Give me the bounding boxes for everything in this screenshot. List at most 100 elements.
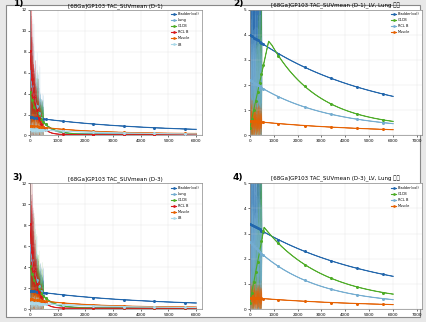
- GLCB: [391, 119, 396, 123]
- Line: Bladder(vol): Bladder(vol): [249, 223, 394, 277]
- Bladder(vol): [33, 116, 38, 120]
- LB: [44, 302, 49, 306]
- GLCB: [34, 109, 39, 113]
- Muscle: [193, 132, 199, 136]
- Line: Muscle: Muscle: [29, 125, 197, 134]
- RCL B: [44, 128, 49, 132]
- GLCB: [263, 227, 268, 231]
- Line: Lung: Lung: [29, 70, 197, 135]
- Title: [68Ga]GP103 TAC_SUVmean (D-3): [68Ga]GP103 TAC_SUVmean (D-3): [69, 176, 163, 182]
- RCL B: [374, 120, 379, 124]
- RCL B: [163, 133, 168, 137]
- GLCB: [252, 277, 257, 280]
- Muscle: [260, 297, 265, 300]
- RCL B: [374, 296, 379, 300]
- Line: GLCB: GLCB: [249, 226, 394, 304]
- Bladder(vol): [247, 33, 252, 37]
- Muscle: [163, 131, 168, 135]
- GLCB: [377, 290, 383, 294]
- GLCB: [44, 297, 49, 301]
- RCL B: [252, 245, 257, 249]
- GLCB: [377, 118, 383, 121]
- GLCB: [34, 283, 39, 287]
- GLCB: [163, 306, 168, 310]
- Bladder(vol): [42, 117, 47, 121]
- Bladder(vol): [262, 230, 267, 234]
- RCL B: [364, 295, 369, 298]
- Line: GLCB: GLCB: [29, 92, 197, 135]
- RCL B: [42, 300, 47, 304]
- RCL B: [364, 119, 369, 123]
- Muscle: [374, 127, 379, 131]
- RCL B: [34, 107, 39, 110]
- LB: [163, 305, 168, 309]
- LB: [193, 306, 199, 309]
- Lung: [33, 273, 38, 277]
- Line: RCL B: RCL B: [29, 223, 197, 309]
- GLCB: [42, 121, 47, 125]
- Muscle: [33, 124, 38, 128]
- Bladder(vol): [262, 43, 267, 47]
- Lung: [42, 121, 47, 125]
- Bladder(vol): [44, 291, 49, 295]
- Bladder(vol): [364, 88, 369, 92]
- GLCB: [260, 69, 265, 73]
- Line: Muscle: Muscle: [249, 297, 394, 305]
- Bladder(vol): [34, 290, 39, 294]
- Legend: Bladder(vol), Lung, GLCB, RCL B, Muscle, LB: Bladder(vol), Lung, GLCB, RCL B, Muscle,…: [170, 11, 200, 47]
- LB: [175, 132, 180, 136]
- Line: RCL B: RCL B: [249, 79, 394, 125]
- RCL B: [262, 254, 267, 258]
- Line: Muscle: Muscle: [249, 120, 394, 130]
- Bladder(vol): [44, 118, 49, 121]
- LB: [34, 128, 39, 132]
- Lung: [175, 306, 180, 309]
- RCL B: [253, 82, 258, 86]
- GLCB: [175, 306, 180, 310]
- RCL B: [163, 306, 168, 310]
- GLCB: [163, 132, 168, 136]
- Lung: [44, 297, 49, 301]
- Muscle: [27, 297, 32, 301]
- GLCB: [253, 271, 258, 275]
- RCL B: [175, 306, 180, 310]
- Muscle: [252, 119, 257, 123]
- RCL B: [42, 127, 47, 130]
- Lung: [175, 132, 180, 136]
- Bladder(vol): [27, 115, 32, 119]
- GLCB: [27, 90, 32, 94]
- Bladder(vol): [163, 126, 168, 130]
- Muscle: [42, 126, 47, 129]
- Line: LB: LB: [29, 302, 197, 308]
- GLCB: [193, 306, 199, 310]
- RCL B: [252, 81, 257, 85]
- Muscle: [364, 302, 369, 306]
- Bladder(vol): [253, 225, 258, 229]
- GLCB: [175, 132, 180, 136]
- RCL B: [27, 49, 32, 53]
- Legend: Bladder(vol), GLCB, RCL B, Muscle: Bladder(vol), GLCB, RCL B, Muscle: [390, 185, 420, 209]
- Line: Lung: Lung: [29, 244, 197, 308]
- Bladder(vol): [260, 229, 265, 233]
- Bladder(vol): [193, 301, 199, 305]
- Bladder(vol): [33, 289, 38, 293]
- Muscle: [253, 296, 258, 300]
- Bladder(vol): [253, 37, 258, 41]
- Muscle: [33, 298, 38, 302]
- Bladder(vol): [175, 127, 180, 131]
- Muscle: [34, 125, 39, 128]
- Muscle: [252, 296, 257, 300]
- Bladder(vol): [374, 271, 379, 275]
- Bladder(vol): [247, 222, 252, 225]
- RCL B: [193, 133, 199, 137]
- LB: [42, 128, 47, 132]
- LB: [33, 301, 38, 305]
- Muscle: [260, 120, 265, 124]
- Bladder(vol): [27, 289, 32, 293]
- RCL B: [260, 252, 265, 256]
- Lung: [34, 103, 39, 107]
- RCL B: [247, 78, 252, 82]
- LB: [44, 128, 49, 132]
- LB: [163, 132, 168, 136]
- GLCB: [247, 301, 252, 305]
